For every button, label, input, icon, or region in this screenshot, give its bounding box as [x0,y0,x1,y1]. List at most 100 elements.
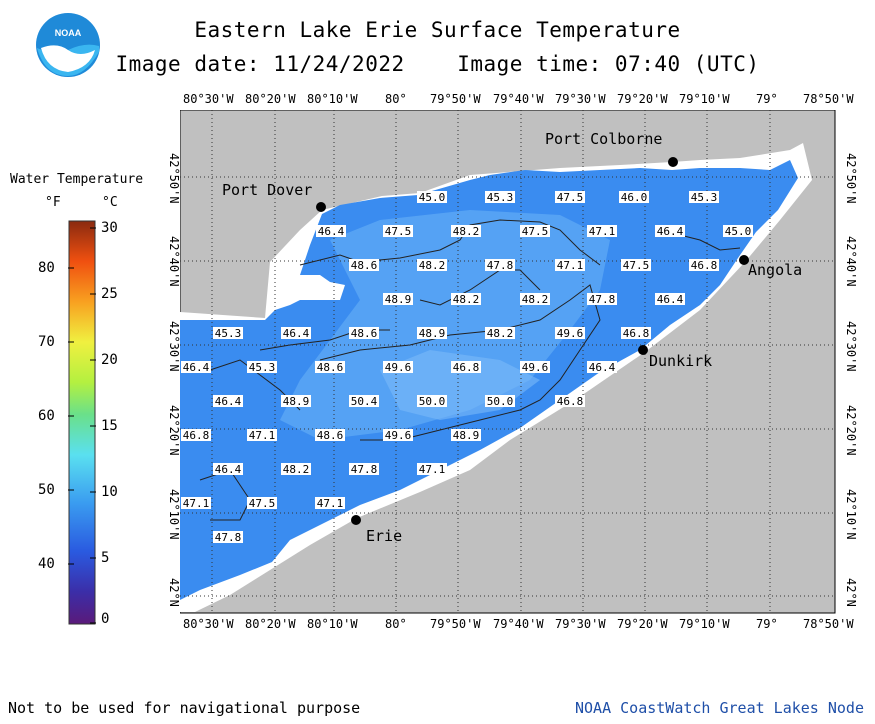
right-axis-label: 42°N [844,578,858,607]
legend-c-30: 30 [101,220,118,236]
temperature-value: 47.1 [183,497,210,510]
legend-f-80: 80 [38,260,55,276]
temperature-value: 48.2 [487,327,514,340]
left-axis-label: 42°20'N [167,405,181,456]
temperature-label: 48.6 [315,361,345,374]
temperature-label: 46.8 [451,361,481,374]
temperature-label: 47.5 [247,497,277,510]
top-axis-label: 79°20'W [617,92,668,106]
temperature-label: 47.8 [213,531,243,544]
top-axis-label: 80°30'W [183,92,234,106]
temperature-label: 49.6 [383,429,413,442]
temperature-label: 48.9 [451,429,481,442]
legend-c-15: 15 [101,418,118,434]
color-scale-bar [68,220,96,625]
temperature-label: 47.5 [555,191,585,204]
temperature-label: 47.1 [181,497,211,510]
temperature-value: 47.8 [487,259,514,272]
temperature-value: 46.4 [657,293,684,306]
port-colborne-marker [668,157,678,167]
temperature-value: 47.5 [522,225,549,238]
temperature-value: 46.4 [215,395,242,408]
temperature-label: 47.5 [621,259,651,272]
temperature-value: 47.1 [589,225,616,238]
angola-marker [739,255,749,265]
top-axis-label: 78°50'W [803,92,854,106]
port-dover-marker [316,202,326,212]
temperature-label: 46.4 [181,361,211,374]
temperature-value: 48.6 [351,259,378,272]
temperature-label: 46.8 [689,259,719,272]
bottom-axis-label: 78°50'W [803,617,854,631]
bottom-axis-label: 79° [756,617,778,631]
temperature-value: 45.3 [487,191,514,204]
temperature-label: 47.1 [315,497,345,510]
temperature-label: 48.2 [417,259,447,272]
temperature-label: 46.8 [621,327,651,340]
temperature-value: 48.2 [453,293,480,306]
temperature-value: 48.9 [453,429,480,442]
temperature-value: 48.6 [317,361,344,374]
temperature-value: 45.0 [419,191,446,204]
temperature-label: 46.4 [587,361,617,374]
bottom-axis-label: 80° [385,617,407,631]
temperature-value: 48.9 [283,395,310,408]
temperature-label: 46.4 [655,293,685,306]
temperature-value: 46.8 [623,327,650,340]
left-axis-label: 42°50'N [167,153,181,204]
page-title: Eastern Lake Erie Surface Temperature [194,18,681,42]
temperature-label: 48.2 [451,225,481,238]
footer-credit: NOAA CoastWatch Great Lakes Node [575,699,864,717]
top-axis-label: 80°20'W [245,92,296,106]
temperature-value: 45.3 [249,361,276,374]
temperature-value: 49.6 [385,429,412,442]
temperature-label: 47.1 [587,225,617,238]
temperature-label: 45.0 [723,225,753,238]
temperature-label: 48.2 [485,327,515,340]
left-axis-label: 42°10'N [167,489,181,540]
legend-f-40: 40 [38,556,55,572]
legend-f-70: 70 [38,334,55,350]
bottom-axis-label: 80°20'W [245,617,296,631]
temperature-value: 47.1 [317,497,344,510]
left-axis-label: 42°30'N [167,321,181,372]
temperature-value: 47.8 [351,463,378,476]
temperature-label: 46.0 [619,191,649,204]
temperature-label: 45.3 [247,361,277,374]
temperature-label: 45.3 [213,327,243,340]
temperature-label: 50.0 [417,395,447,408]
temperature-value: 45.0 [725,225,752,238]
legend-c-25: 25 [101,286,118,302]
dunkirk-label: Dunkirk [649,352,712,370]
left-axis-label: 42°40'N [167,236,181,287]
bottom-axis-label: 79°20'W [617,617,668,631]
dunkirk-marker [638,345,648,355]
legend-c-0: 0 [101,611,110,627]
right-axis-label: 42°10'N [844,489,858,540]
lake-temperature-map: 45.0 45.3 47.5 46.0 45.3 46.4 47.5 48.2 47.5 47.1… [180,110,836,614]
legend-title: Water Temperature [10,172,144,187]
temperature-label: 46.8 [181,429,211,442]
temperature-label: 47.8 [349,463,379,476]
temperature-value: 48.2 [283,463,310,476]
temperature-label: 47.1 [247,429,277,442]
port-dover-label: Port Dover [222,181,312,199]
bottom-axis-label: 79°10'W [679,617,730,631]
temperature-value: 48.2 [419,259,446,272]
legend-unit-c: °C [102,195,118,210]
temperature-value: 47.1 [249,429,276,442]
right-axis-label: 42°50'N [844,153,858,204]
temperature-label: 48.9 [281,395,311,408]
temperature-label: 46.4 [213,395,243,408]
left-axis-label: 42°N [167,578,181,607]
temperature-value: 48.2 [453,225,480,238]
bottom-axis-label: 79°50'W [430,617,481,631]
temperature-label: 48.2 [451,293,481,306]
temperature-value: 47.8 [215,531,242,544]
temperature-value: 48.9 [385,293,412,306]
temperature-value: 50.4 [351,395,378,408]
temperature-label: 47.8 [485,259,515,272]
temperature-label: 45.0 [417,191,447,204]
temperature-value: 46.8 [691,259,718,272]
top-axis-label: 80° [385,92,407,106]
